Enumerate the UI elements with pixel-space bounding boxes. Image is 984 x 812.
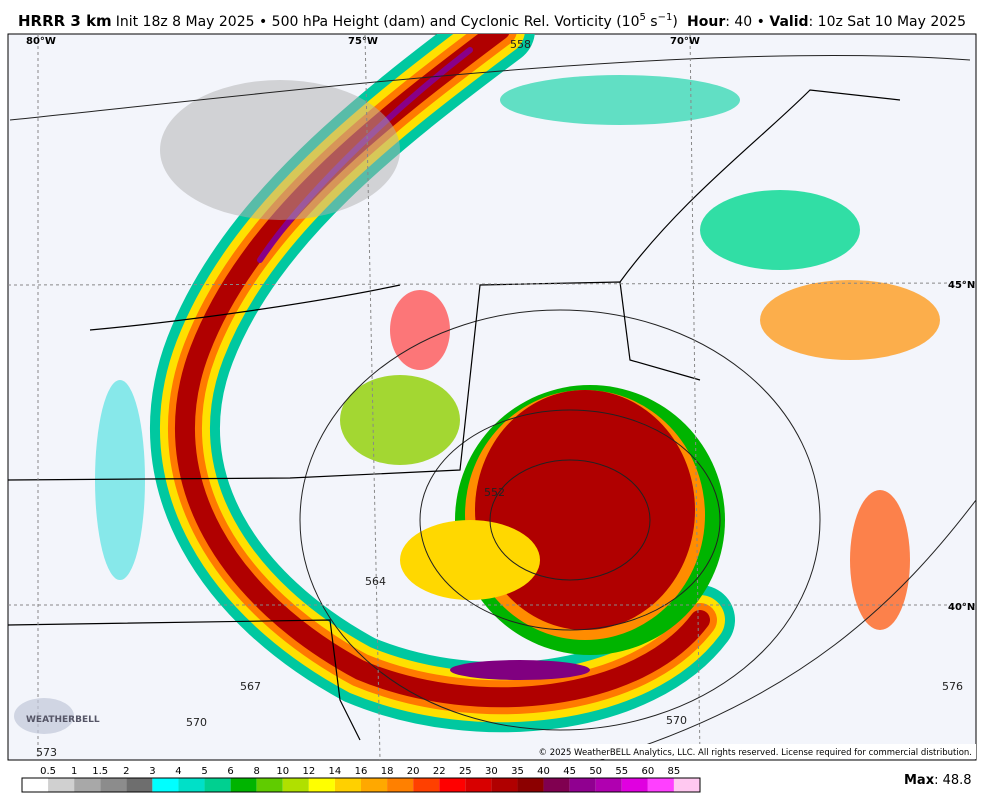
logo: WEATHERBELL (26, 715, 100, 725)
colorbar-label: 2 (123, 766, 129, 777)
colorbar-label: 30 (485, 766, 498, 777)
vortex-core (475, 390, 695, 630)
colorbar-swatch (621, 778, 648, 792)
colorbar-swatch (282, 778, 309, 792)
colorbar-label: 8 (254, 766, 260, 777)
model: HRRR 3 km (18, 12, 112, 30)
colorbar-label: 14 (329, 766, 342, 777)
colorbar-label: 5 (201, 766, 207, 777)
lat-label: 40°N (948, 602, 975, 613)
colorbar-swatch (334, 778, 361, 792)
colorbar-swatch (74, 778, 101, 792)
contour-label: 552 (484, 486, 505, 499)
colorbar-swatch (647, 778, 674, 792)
lon-label: 80°W (26, 36, 56, 47)
scattered-cells (95, 75, 940, 630)
colorbar-label: 85 (668, 766, 681, 777)
contour-label: 564 (365, 575, 386, 588)
colorbar-swatch (204, 778, 231, 792)
lon-label: 70°W (670, 36, 700, 47)
colorbar-swatch (230, 778, 257, 792)
colorbar-label: 45 (563, 766, 576, 777)
colorbar-label: 55 (615, 766, 628, 777)
colorbar-label: 20 (407, 766, 420, 777)
contour-label: 558 (510, 38, 531, 51)
colorbar-label: 4 (175, 766, 181, 777)
colorbar-label: 3 (149, 766, 155, 777)
contour-label: 570 (186, 716, 207, 729)
colorbar: 0.5 1 1.5 2 3 4 5 6 8 10 12 14 16 18 20 22 25 30 35 40 45 50 5… (21, 766, 701, 793)
colorbar-swatch (413, 778, 440, 792)
colorbar-label: 1 (71, 766, 77, 777)
colorbar-label: 16 (355, 766, 368, 777)
valid-value: : 10z Sat 10 May 2025 (809, 14, 966, 30)
contour-labels: 558 552 564 570 576 567 573 570 (36, 38, 963, 759)
hour-value: : 40 • (725, 14, 769, 30)
height-contours (9, 54, 976, 760)
colorbar-label: 1.5 (92, 766, 108, 777)
boundaries (8, 89, 901, 741)
valid-label: Valid (769, 14, 808, 30)
colorbar-frame (21, 777, 701, 793)
unit: s (646, 14, 658, 30)
colorbar-swatch (22, 778, 49, 792)
colorbar-swatch (569, 778, 596, 792)
colorbar-swatch (387, 778, 414, 792)
unit-exponent: −1 (658, 12, 673, 23)
colorbar-label: 25 (459, 766, 472, 777)
contour-label: 573 (36, 746, 57, 759)
graticule-lines (8, 34, 976, 760)
colorbar-swatch (256, 778, 283, 792)
contour-label: 570 (666, 714, 687, 727)
unit-end: ) (672, 14, 677, 30)
colorbar-swatch (308, 778, 335, 792)
colorbar-label: 10 (276, 766, 289, 777)
colorbar-swatch (491, 778, 518, 792)
vortex-max (450, 660, 590, 680)
copyright-box (570, 744, 976, 759)
colorbar-swatch (178, 778, 205, 792)
colorbar-label: 12 (302, 766, 315, 777)
colorbar-swatch (100, 778, 127, 792)
exponent: 5 (639, 12, 645, 23)
colorbar-swatch (361, 778, 388, 792)
colorbar-label: 40 (537, 766, 550, 777)
colorbar-swatch (595, 778, 622, 792)
map: 80°W 75°W 70°W 45°N 40°N 558 552 564 570… (7, 33, 977, 761)
vortex-arm (400, 520, 540, 600)
colorbar-swatch (48, 778, 75, 792)
hour-label: Hour (687, 14, 725, 30)
max-label: Max (904, 773, 935, 788)
colorbar-swatch (126, 778, 153, 792)
description: Init 18z 8 May 2025 • 500 hPa Height (da… (116, 14, 640, 30)
colorbar-label: 18 (381, 766, 394, 777)
colorbar-swatch (673, 778, 700, 792)
lat-label: 45°N (948, 280, 975, 291)
logo-mark (14, 698, 74, 734)
colorbar-swatch (517, 778, 544, 792)
colorbar-label: 0.5 (40, 766, 56, 777)
vorticity-field (8, 34, 976, 760)
colorbar-label: 60 (641, 766, 654, 777)
colorbar-swatch (439, 778, 466, 792)
colorbar-label: 6 (227, 766, 233, 777)
colorbar-swatch (465, 778, 492, 792)
contour-label: 567 (240, 680, 261, 693)
contour-label: 576 (942, 680, 963, 693)
colorbar-swatch (152, 778, 179, 792)
colorbar-swatch (543, 778, 570, 792)
colorbar-label: 35 (511, 766, 524, 777)
graticule-labels: 80°W 75°W 70°W 45°N 40°N (26, 36, 975, 613)
max: Max: 48.8 (904, 773, 972, 788)
header-title: HRRR 3 km Init 18z 8 May 2025 • 500 hPa H… (18, 12, 678, 30)
copyright: © 2025 WeatherBELL Analytics, LLC. All r… (539, 748, 972, 758)
colorbar-label: 22 (433, 766, 446, 777)
header-valid: Hour: 40 • Valid: 10z Sat 10 May 2025 (687, 14, 966, 30)
colorbar-label: 50 (589, 766, 602, 777)
max-value: : 48.8 (934, 773, 971, 788)
lon-label: 75°W (348, 36, 378, 47)
